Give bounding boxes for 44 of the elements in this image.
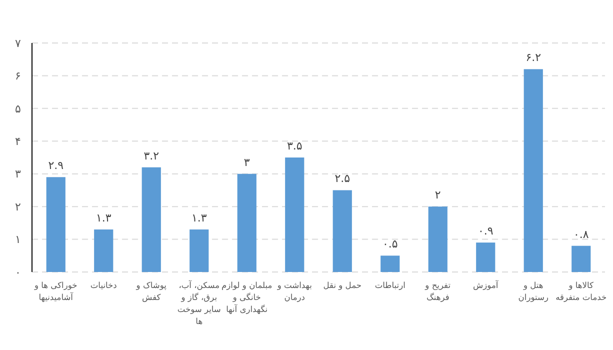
y-tick-label: ۳: [15, 168, 22, 181]
x-tick-label: تفریح و فرهنگ: [424, 280, 452, 303]
x-tick-label: کالاها و خدمات متفرقه: [556, 280, 607, 303]
y-tick-label: ۵: [15, 102, 22, 116]
data-label: ۰.۸: [573, 228, 589, 241]
data-label: ۲.۵: [334, 172, 350, 186]
bar: [285, 158, 304, 272]
y-tick-label: ۴: [15, 134, 22, 148]
data-label: ۱.۳: [191, 211, 207, 224]
data-label: ۳: [244, 156, 250, 169]
x-tick-label: مسکن، آب، برق، گاز و سایر سوخت ها: [177, 280, 221, 326]
x-tick-label: دخانیات: [90, 280, 118, 290]
bar: [142, 167, 161, 272]
y-tick-label: ۰: [15, 266, 21, 279]
data-label: ۰.۵: [382, 238, 398, 251]
bar: [190, 229, 209, 272]
bar: [380, 256, 400, 272]
y-tick-label: ۲: [15, 200, 22, 214]
x-tick-label: ارتباطات: [374, 280, 406, 291]
x-tick-label: حمل و نقل: [323, 280, 362, 291]
data-label: ۳.۵: [286, 140, 302, 152]
bar: [428, 206, 448, 272]
x-tick-label: بهداشت و درمان: [276, 280, 312, 303]
bar: [572, 246, 591, 272]
x-tick-label: پوشاک و کفش: [135, 280, 168, 303]
data-label: ۳.۲: [144, 149, 160, 162]
y-tick-label: ۷: [15, 36, 22, 50]
bar: [524, 69, 543, 272]
x-tick-label: هتل و رستوران: [518, 280, 548, 303]
x-tick-label: خوراکی ها و آشامیدنیها: [33, 280, 78, 303]
data-label: ۲: [434, 188, 441, 202]
bar: [94, 229, 114, 272]
x-tick-label: مبلمان و لوازم خانگی و نگهداری آنها: [222, 280, 272, 315]
y-tick-label: ۱: [15, 233, 21, 246]
data-label: ۲.۹: [48, 159, 64, 172]
bar: [476, 242, 496, 272]
data-label: ۱.۳: [96, 211, 112, 224]
x-tick-label: آموزش: [473, 280, 499, 291]
bar: [46, 177, 66, 272]
data-label: ۶.۲: [526, 51, 542, 64]
data-label: ۰.۹: [478, 224, 494, 238]
bar: [237, 174, 256, 272]
bar: [332, 190, 352, 272]
y-tick-label: ۶: [15, 70, 21, 83]
